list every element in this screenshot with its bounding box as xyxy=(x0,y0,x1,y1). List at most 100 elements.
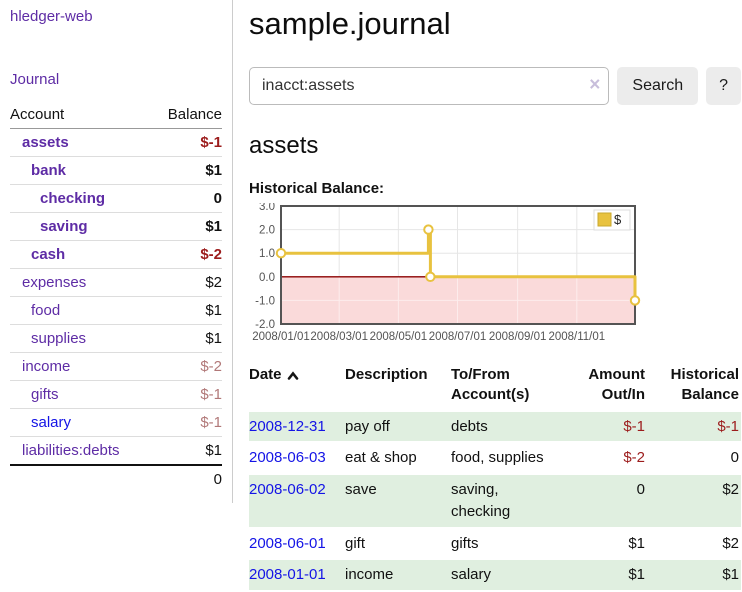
account-row: assets $-1 xyxy=(10,128,222,157)
transaction-date-link[interactable]: 2008-06-01 xyxy=(249,534,326,552)
transaction-balance: $1 xyxy=(647,560,741,590)
account-link[interactable]: expenses xyxy=(22,274,87,291)
account-balance: $2 xyxy=(151,268,222,297)
account-row: salary $-1 xyxy=(10,408,222,437)
accounts-table: Account Balance assets $-1 bank $1 checking 0… xyxy=(10,103,222,493)
transaction-date-cell: 2008-06-03 xyxy=(249,443,345,473)
transaction-description: gift xyxy=(345,534,366,552)
x-tick-label: 2008/07/01 xyxy=(429,331,487,343)
chart-data-point xyxy=(629,295,641,306)
transaction-description: eat & shop xyxy=(345,449,417,467)
clear-search-icon[interactable]: × xyxy=(589,74,601,96)
transaction-accounts: debts xyxy=(451,411,563,442)
accounts-header-balance: Balance xyxy=(151,103,222,129)
account-link[interactable]: saving xyxy=(40,218,88,235)
account-balance: $-1 xyxy=(151,128,222,157)
account-link[interactable]: liabilities:debts xyxy=(22,442,120,459)
account-link[interactable]: salary xyxy=(31,414,72,431)
accounts-header-row: Account Balance xyxy=(10,103,222,129)
transaction-accounts: gifts xyxy=(451,534,479,552)
account-link[interactable]: cash xyxy=(31,246,66,263)
transaction-amount: 0 xyxy=(563,475,647,527)
account-balance: $1 xyxy=(151,212,222,241)
register-header-amount: Amount Out/In xyxy=(588,366,645,404)
account-link[interactable]: supplies xyxy=(31,330,87,347)
y-tick-label: -2.0 xyxy=(255,319,275,331)
account-row: supplies $1 xyxy=(10,324,222,353)
account-row: cash $-2 xyxy=(10,240,222,269)
account-row: liabilities:debts $1 xyxy=(10,436,222,466)
register-header-accounts: To/From Account(s) xyxy=(451,366,530,404)
accounts-table-body: assets $-1 bank $1 checking 0 saving $1 cash $-2 e… xyxy=(10,128,222,466)
account-link[interactable]: bank xyxy=(31,162,67,179)
chart-legend-label: $ xyxy=(614,212,622,227)
main-content: sample.journal × Search ? assets Histori… xyxy=(233,0,742,590)
sort-ascending-icon xyxy=(287,366,299,386)
transaction-balance: $-1 xyxy=(647,411,741,442)
register-table-body: 2008-12-31 pay off debts $-1 $-1 2008-06-03 ea… xyxy=(249,411,741,590)
x-tick-label: 2008/01/01 xyxy=(252,331,310,343)
page-title: sample.journal xyxy=(249,6,451,41)
y-tick-label: -1.0 xyxy=(255,295,275,307)
accounts-total-spacer xyxy=(10,464,152,493)
transaction-date-cell: 2008-06-02 xyxy=(249,475,345,527)
app-brand-link[interactable]: hledger-web xyxy=(10,8,93,25)
transaction-date-link[interactable]: 2008-01-01 xyxy=(249,566,326,584)
search-input[interactable] xyxy=(249,67,610,105)
register-header-date[interactable]: Date xyxy=(249,363,345,410)
sidebar-item-journal[interactable]: Journal xyxy=(10,71,60,88)
account-balance: $-2 xyxy=(151,352,222,381)
account-balance: $1 xyxy=(151,296,222,325)
account-link[interactable]: checking xyxy=(40,190,106,207)
account-balance: $-2 xyxy=(151,240,222,269)
account-balance: $1 xyxy=(151,156,222,185)
transaction-row: 2008-12-31 pay off debts $-1 $-1 xyxy=(249,411,741,442)
account-row: expenses $2 xyxy=(10,268,222,297)
transaction-accounts: saving, checking xyxy=(451,475,563,527)
register-table: Date Description To/From Account(s) Amou… xyxy=(249,361,741,592)
chart-data-point xyxy=(423,224,434,235)
account-balance: $1 xyxy=(151,436,222,466)
transaction-accounts: salary xyxy=(451,560,563,590)
account-link[interactable]: gifts xyxy=(31,386,59,403)
transaction-description: save xyxy=(345,475,451,527)
transaction-date-cell: 2008-06-01 xyxy=(249,529,345,559)
transaction-balance: $2 xyxy=(647,475,741,527)
account-row: saving $1 xyxy=(10,212,222,241)
chart-title: Historical Balance: xyxy=(249,180,385,197)
transaction-description: pay off xyxy=(345,411,451,442)
transaction-date-cell: 2008-12-31 xyxy=(249,411,345,442)
chart-data-point xyxy=(275,248,287,259)
account-link[interactable]: income xyxy=(22,358,71,375)
search-button[interactable]: Search xyxy=(617,67,699,105)
chart-data-point xyxy=(425,271,436,283)
x-tick-label: 2008/05/01 xyxy=(370,331,428,343)
register-header-date-label: Date xyxy=(249,366,282,383)
register-header-description: Description xyxy=(345,366,428,383)
x-tick-label: 2008/03/01 xyxy=(310,331,368,343)
register-header-row: Date Description To/From Account(s) Amou… xyxy=(249,363,741,410)
account-balance: $-1 xyxy=(151,408,222,437)
y-tick-label: 1.0 xyxy=(259,248,275,260)
transaction-date-link[interactable]: 2008-06-02 xyxy=(249,481,326,498)
account-row: income $-2 xyxy=(10,352,222,381)
account-balance: $-1 xyxy=(151,380,222,409)
transaction-row: 2008-06-02 save saving, checking 0 $2 xyxy=(249,475,741,527)
transaction-row: 2008-06-01 gift gifts $1 $2 xyxy=(249,529,741,559)
transaction-amount: $-2 xyxy=(623,449,645,467)
transaction-accounts: food, supplies xyxy=(451,449,544,467)
help-button[interactable]: ? xyxy=(706,67,741,105)
account-balance: 0 xyxy=(151,184,222,213)
account-row: gifts $-1 xyxy=(10,380,222,409)
transaction-balance: $2 xyxy=(722,534,739,552)
search-form: × Search ? xyxy=(249,67,741,105)
accounts-total-row: 0 xyxy=(10,464,222,493)
transaction-date-link[interactable]: 2008-06-03 xyxy=(249,449,326,467)
account-link[interactable]: food xyxy=(31,302,61,319)
legend-swatch-icon xyxy=(597,212,612,227)
transaction-amount: $1 xyxy=(563,560,647,590)
sidebar: hledger-web Journal Account Balance asse… xyxy=(0,0,233,503)
account-link[interactable]: assets xyxy=(22,134,69,151)
transaction-date-link[interactable]: 2008-12-31 xyxy=(249,417,326,435)
